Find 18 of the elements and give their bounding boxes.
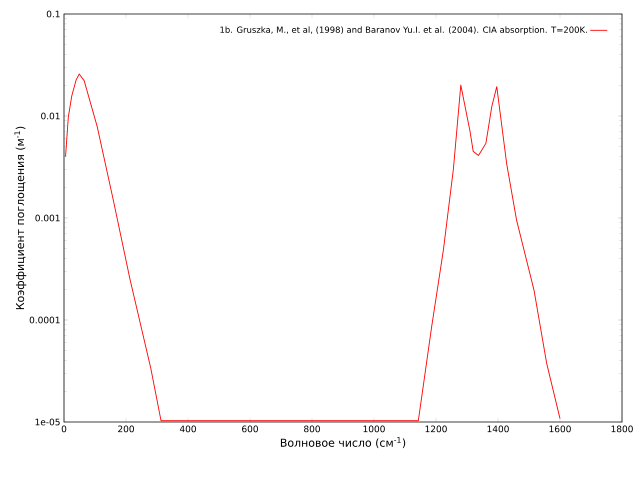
y-axis-title: Коэффициент поглощения (м$^{-1}$) [14, 126, 26, 310]
x-tick-label: 200 [118, 426, 134, 432]
x-tick-label: 1000 [364, 426, 385, 432]
legend-label: 1b. Gruszka, M., et al, (1998) and Baranov Yu.I. et al. (2004). CIA absorption. T=200K. [220, 26, 587, 35]
y-tick-label: 1e-05 [36, 418, 60, 426]
y-tick-label: 0.01 [41, 112, 60, 120]
x-tick-label: 1800 [612, 426, 633, 432]
y-tick-label: 0.0001 [30, 316, 60, 324]
x-tick-label: 600 [242, 426, 258, 432]
x-tick-label: 1400 [488, 426, 509, 432]
x-tick-label: 800 [304, 426, 320, 432]
y-tick-label: 0.1 [46, 10, 60, 18]
x-tick-label: 400 [180, 426, 196, 432]
y-tick-label: 0.001 [35, 214, 60, 222]
x-tick-label: 0 [62, 426, 66, 432]
x-axis-title: Волновое число (см$^{-1}$) [280, 437, 406, 448]
x-tick-label: 1600 [550, 426, 571, 432]
x-tick-label: 1200 [426, 426, 447, 432]
